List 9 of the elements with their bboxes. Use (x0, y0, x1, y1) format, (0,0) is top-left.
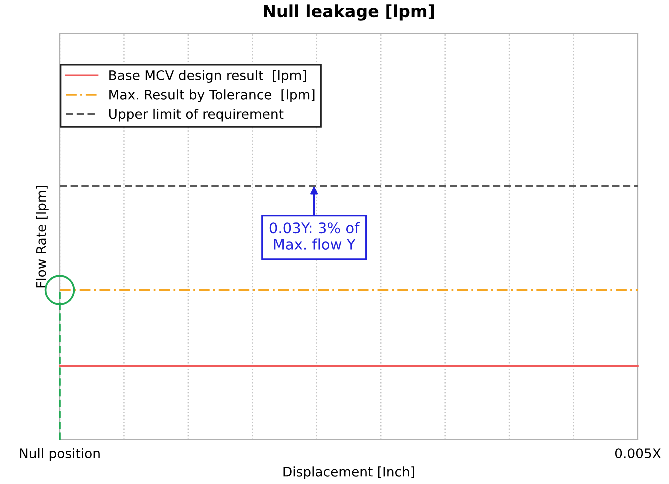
legend-label: Max. Result by Tolerance [lpm] (110, 90, 315, 102)
x-axis-title: Displacement [Inch] (284, 466, 414, 480)
legend-label: Base MCV design result [lpm] (110, 70, 306, 84)
x-tick-label: 0.005X (615, 448, 661, 459)
annotation: 0.03Y: 3% of Max. flow Y (270, 222, 360, 250)
x-tick-label: Null position (20, 448, 100, 462)
y-axis-title: Flow Rate [lpm] (36, 186, 49, 288)
legend-label: Upper limit of requirement (109, 108, 284, 122)
chart-title: Null leakage [lpm] (264, 4, 434, 21)
